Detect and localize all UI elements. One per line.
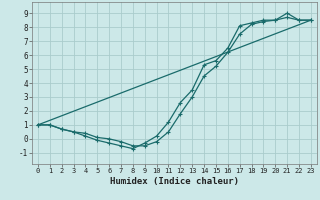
X-axis label: Humidex (Indice chaleur): Humidex (Indice chaleur) xyxy=(110,177,239,186)
